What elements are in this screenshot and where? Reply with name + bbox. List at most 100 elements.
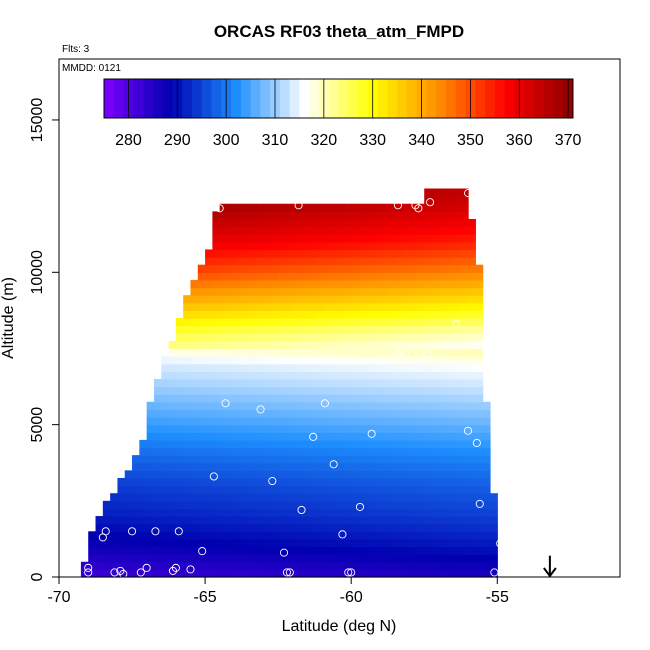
heatmap-cell	[307, 386, 316, 395]
heatmap-cell	[460, 417, 469, 426]
heatmap-cell	[168, 394, 177, 403]
heatmap-cell	[453, 538, 462, 548]
heatmap-cell	[263, 287, 272, 296]
heatmap-cell	[475, 485, 484, 494]
heatmap-cell	[256, 424, 265, 433]
heatmap-cell	[285, 477, 294, 487]
heatmap-cell	[343, 356, 352, 365]
heatmap-cell	[197, 295, 206, 304]
heatmap-cell	[241, 485, 250, 494]
heatmap-cell	[278, 538, 287, 548]
heatmap-cell	[446, 333, 455, 342]
heatmap-cell	[468, 500, 476, 510]
heatmap-cell	[285, 432, 294, 441]
heatmap-cell	[373, 409, 381, 418]
measurement-point	[256, 405, 265, 414]
heatmap-cell	[292, 477, 301, 487]
heatmap-cell	[475, 493, 484, 502]
heatmap-cell	[161, 424, 170, 433]
heatmap-cell	[373, 333, 381, 342]
heatmap-cell	[212, 401, 221, 411]
heatmap-cell	[402, 409, 411, 418]
heatmap-cell	[343, 401, 352, 411]
heatmap-cell	[395, 546, 403, 555]
heatmap-cell	[161, 470, 170, 479]
heatmap-cell	[409, 523, 418, 532]
heatmap-cell	[219, 302, 228, 311]
heatmap-cell	[190, 279, 199, 289]
heatmap-cell	[431, 386, 440, 395]
heatmap-cell	[234, 203, 243, 212]
heatmap-cell	[460, 516, 469, 525]
heatmap-cell	[256, 310, 265, 319]
heatmap-cell	[263, 249, 272, 258]
heatmap-cell	[139, 462, 148, 471]
heatmap-cell	[453, 302, 462, 311]
heatmap-cell	[183, 325, 192, 334]
heatmap-cell	[468, 279, 476, 289]
heatmap-cell	[395, 401, 403, 411]
heatmap-cell	[168, 439, 177, 449]
heatmap-cell	[219, 241, 228, 251]
heatmap-cell	[307, 241, 316, 251]
measurement-point	[142, 563, 151, 572]
heatmap-cell	[241, 516, 250, 525]
heatmap-cell	[431, 287, 440, 296]
heatmap-cell	[197, 531, 206, 540]
heatmap-cell	[395, 409, 403, 418]
heatmap-cell	[212, 333, 221, 342]
heatmap-cell	[387, 363, 396, 372]
heatmap-cell	[373, 325, 381, 334]
heatmap-cell	[321, 508, 330, 517]
heatmap-cell	[161, 417, 170, 426]
heatmap-cell	[387, 546, 396, 555]
heatmap-cell	[416, 561, 425, 570]
heatmap-cell	[270, 439, 279, 449]
heatmap-cell	[227, 401, 235, 411]
heatmap-cell	[190, 439, 199, 449]
heatmap-cell	[460, 500, 469, 510]
heatmap-cell	[263, 241, 272, 251]
heatmap-cell	[431, 340, 440, 350]
measurement-point	[464, 189, 473, 198]
heatmap-cell	[175, 432, 184, 441]
heatmap-cell	[248, 378, 257, 388]
heatmap-cell	[278, 447, 287, 456]
heatmap-cell	[270, 371, 279, 380]
heatmap-cell	[175, 531, 184, 540]
heatmap-cell	[336, 538, 345, 548]
heatmap-cell	[351, 264, 360, 273]
heatmap-cell	[197, 363, 206, 372]
heatmap-cell	[168, 462, 177, 471]
heatmap-cell	[285, 226, 294, 235]
heatmap-cell	[190, 447, 199, 456]
heatmap-cell	[416, 516, 425, 525]
heatmap-cell	[292, 348, 301, 357]
heatmap-cell	[300, 455, 308, 464]
heatmap-cell	[124, 546, 133, 555]
heatmap-cell	[438, 477, 447, 487]
heatmap-cell	[278, 569, 287, 578]
heatmap-cell	[300, 394, 308, 403]
heatmap-cell	[336, 569, 345, 578]
heatmap-cell	[329, 477, 338, 487]
colorbar-tick-label: 310	[262, 132, 289, 149]
colorbar-swatch	[211, 79, 222, 118]
heatmap-cell	[365, 310, 374, 319]
heatmap-cell	[314, 378, 323, 388]
heatmap-cell	[453, 218, 462, 228]
heatmap-cell	[387, 455, 396, 464]
measurement-points	[84, 189, 505, 579]
heatmap-cell	[234, 409, 243, 418]
heatmap-cell	[227, 386, 235, 395]
heatmap-cell	[256, 371, 265, 380]
heatmap-cell	[387, 356, 396, 365]
heatmap-cell	[489, 546, 498, 555]
heatmap-cell	[475, 470, 484, 479]
heatmap-cell	[351, 257, 360, 266]
heatmap-cell	[307, 546, 316, 555]
heatmap-cell	[460, 340, 469, 350]
heatmap-cell	[416, 554, 425, 563]
heatmap-cell	[314, 439, 323, 449]
heatmap-cell	[285, 371, 294, 380]
